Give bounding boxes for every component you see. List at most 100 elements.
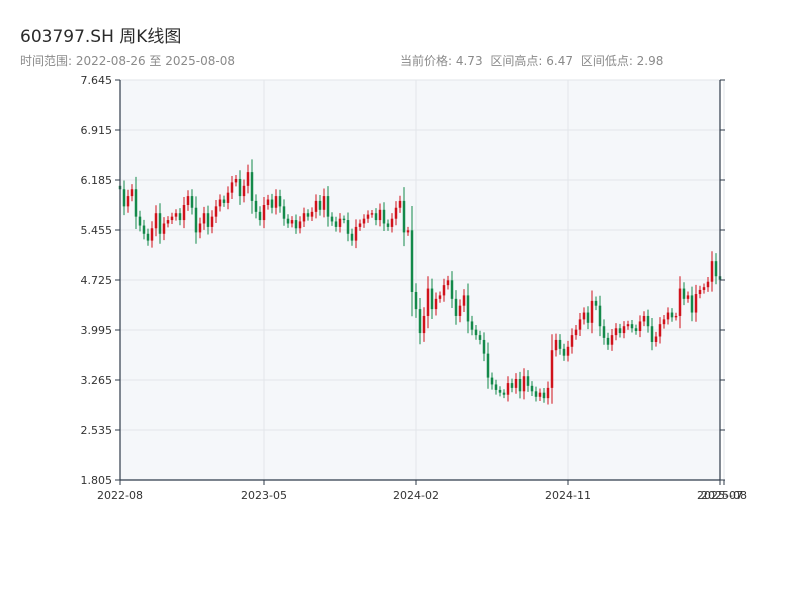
y-tick-label: 2.535	[81, 424, 113, 437]
candle-body	[714, 261, 718, 277]
candle-body	[254, 200, 258, 212]
candle-body	[378, 209, 382, 221]
y-tick-label: 6.915	[81, 124, 113, 137]
range-low-text: 区间低点: 2.98	[580, 54, 664, 68]
candle-body	[550, 350, 554, 388]
y-tick-label: 6.185	[81, 174, 113, 187]
candle-body	[242, 185, 246, 197]
candle-body	[262, 205, 266, 221]
y-tick-label: 3.265	[81, 374, 113, 387]
candle-body	[450, 280, 454, 299]
candle-body	[230, 182, 234, 193]
candle-body	[474, 329, 478, 336]
candle-body	[698, 289, 702, 295]
candle-body	[422, 315, 426, 334]
candle-body	[610, 335, 614, 345]
candle-body	[466, 295, 470, 322]
candle-body	[366, 214, 370, 219]
candle-body	[334, 221, 338, 227]
candle-body	[338, 218, 342, 227]
candle-body	[286, 218, 290, 224]
candle-body	[598, 305, 602, 327]
candle-body	[662, 319, 666, 325]
candle-body	[614, 328, 618, 336]
candle-body	[182, 205, 186, 221]
candle-body	[186, 196, 190, 205]
candle-body	[538, 392, 542, 397]
candle-body	[266, 199, 270, 205]
candle-body	[570, 335, 574, 347]
candle-body	[314, 200, 318, 212]
candle-body	[318, 200, 322, 210]
candle-body	[654, 336, 658, 342]
candle-body	[706, 281, 710, 288]
candle-body	[682, 288, 686, 299]
candle-body	[130, 189, 134, 197]
candle-body	[326, 196, 330, 217]
candle-body	[530, 385, 534, 392]
candle-body	[122, 189, 126, 207]
candle-body	[546, 387, 550, 399]
candle-body	[410, 230, 414, 292]
price-stats: 当前价格: 4.73 区间高点: 6.47 区间低点: 2.98	[400, 52, 667, 69]
candle-body	[442, 285, 446, 296]
candle-body	[194, 207, 198, 233]
candle-body	[126, 196, 130, 207]
candle-body	[686, 295, 690, 299]
candle-body	[486, 353, 490, 378]
candle-body	[402, 200, 406, 233]
candle-body	[670, 312, 674, 318]
candle-body	[494, 384, 498, 390]
candle-body	[290, 220, 294, 224]
y-tick-label: 5.455	[81, 224, 113, 237]
candle-body	[342, 218, 346, 221]
y-tick-label: 1.805	[81, 474, 113, 487]
candle-body	[226, 192, 230, 203]
candle-body	[414, 291, 418, 310]
candle-body	[642, 315, 646, 322]
candle-body	[158, 213, 162, 234]
candle-body	[506, 383, 510, 395]
candle-body	[650, 326, 654, 342]
candle-body	[434, 298, 438, 310]
candle-body	[606, 337, 610, 345]
candle-body	[154, 213, 158, 229]
chart-title: 603797.SH 周K线图	[20, 27, 182, 47]
candle-body	[498, 389, 502, 393]
candle-body	[306, 213, 310, 217]
candle-body	[146, 233, 150, 241]
candle-body	[602, 326, 606, 338]
candle-body	[630, 324, 634, 329]
candle-body	[270, 199, 274, 208]
candle-body	[214, 206, 218, 217]
candle-body	[150, 228, 154, 241]
candle-body	[586, 312, 590, 323]
candle-body	[674, 315, 678, 318]
time-range-text: 时间范围: 2022-08-26 至 2025-08-08	[20, 54, 235, 68]
candle-body	[398, 200, 402, 208]
candle-body	[178, 213, 182, 221]
x-tick-label: 2024-11	[545, 489, 591, 502]
candle-body	[710, 261, 714, 282]
candle-body	[694, 294, 698, 313]
candle-body	[514, 378, 518, 388]
candle-body	[702, 287, 706, 290]
candle-body	[354, 226, 358, 241]
candle-body	[534, 391, 538, 397]
candle-body	[438, 295, 442, 299]
candle-body	[458, 305, 462, 316]
x-tick-label: 2025-07	[697, 489, 743, 502]
y-tick-label: 7.645	[81, 74, 113, 87]
candle-body	[202, 213, 206, 224]
candle-body	[666, 312, 670, 320]
candle-body	[542, 392, 546, 399]
candle-body	[298, 221, 302, 229]
candle-body	[330, 216, 334, 222]
candle-body	[558, 339, 562, 349]
candle-body	[258, 211, 262, 221]
candle-body	[190, 196, 194, 208]
candle-body	[462, 295, 466, 306]
candle-body	[138, 216, 142, 226]
candle-body	[454, 298, 458, 316]
candle-body	[510, 383, 514, 388]
